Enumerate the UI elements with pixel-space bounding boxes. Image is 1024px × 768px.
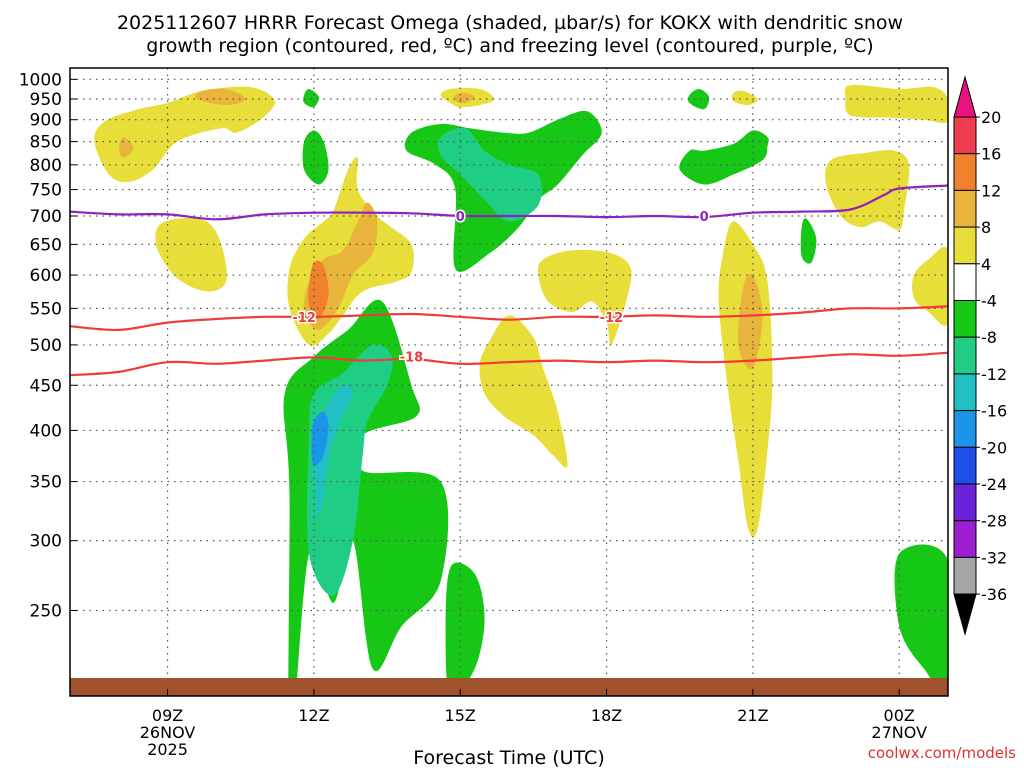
colorbar-label--32: -32 xyxy=(981,548,1007,567)
omega-region--4-5 xyxy=(894,544,948,693)
colorbar-top-triangle xyxy=(953,75,977,118)
y-tick-label-800: 800 xyxy=(30,156,62,176)
y-tick-label-250: 250 xyxy=(30,602,62,622)
x-date-label-26NOV: 26NOV xyxy=(140,723,196,742)
omega-region-4-22 xyxy=(718,221,773,538)
colorbar-segment-7 xyxy=(953,373,977,412)
omega-region-4-13 xyxy=(155,218,227,292)
contour-label-0: 0 xyxy=(456,210,465,225)
contour-label--18: -18 xyxy=(400,351,424,366)
y-tick-label-700: 700 xyxy=(30,207,62,227)
colorbar-label--12: -12 xyxy=(981,365,1007,384)
colorbar-label-16: 16 xyxy=(981,145,1001,164)
colorbar-label-20: 20 xyxy=(981,108,1001,127)
contour-line-0 xyxy=(70,184,948,221)
y-tick-label-600: 600 xyxy=(30,266,62,286)
omega-region-4-26 xyxy=(731,90,758,106)
chart-title-line1: 2025112607 HRRR Forecast Omega (shaded, … xyxy=(117,12,903,34)
colorbar-label--20: -20 xyxy=(981,438,1007,457)
contour-label-extra-0: -12 xyxy=(600,311,624,326)
x-tick-label-00Z: 00Z xyxy=(884,706,915,725)
colorbar-segment-11 xyxy=(953,520,977,558)
y-tick-label-950: 950 xyxy=(30,90,62,110)
y-tick-label-750: 750 xyxy=(30,181,62,201)
colorbar-segment-3 xyxy=(953,226,977,265)
omega-region--4-4 xyxy=(445,562,485,696)
x-year-label-2025: 2025 xyxy=(147,740,188,759)
omega-region-12-19 xyxy=(308,260,329,320)
y-tick-label-450: 450 xyxy=(30,376,62,396)
colorbar-segment-6 xyxy=(953,336,977,375)
x-tick-label-12Z: 12Z xyxy=(298,706,329,725)
omega-region-4-20 xyxy=(479,315,568,468)
colorbar-segment-4 xyxy=(953,263,977,301)
y-tick-label-550: 550 xyxy=(30,299,62,319)
y-tick-label-850: 850 xyxy=(30,133,62,153)
omega-region-4-14 xyxy=(94,86,276,183)
x-tick-label-21Z: 21Z xyxy=(737,706,768,725)
plot-area: -18 -12 0 -12 0 xyxy=(69,67,949,697)
colorbar-label-12: 12 xyxy=(981,181,1001,200)
contour-label--12: -12 xyxy=(292,311,316,326)
contour-line--12 xyxy=(70,305,948,332)
chart-title-line2: growth region (contoured, red, ºC) and f… xyxy=(146,35,873,57)
x-date-label-27NOV: 27NOV xyxy=(871,723,927,742)
colorbar-label--4: -4 xyxy=(981,292,997,311)
y-tick-label-1000: 1000 xyxy=(19,70,62,90)
colorbar-segment-12 xyxy=(953,556,977,595)
colorbar-segment-8 xyxy=(953,410,977,448)
omega-region--4-9 xyxy=(303,88,319,108)
colorbar-segment-0 xyxy=(953,116,977,155)
colorbar-bottom-triangle xyxy=(953,593,977,636)
colorbar-segment-1 xyxy=(953,153,977,191)
colorbar-label--28: -28 xyxy=(981,512,1007,531)
colorbar-label-4: 4 xyxy=(981,255,991,274)
contour-line--18 xyxy=(70,351,948,377)
omega-region-8-15 xyxy=(195,88,246,106)
omega-region-8-25 xyxy=(454,92,475,104)
omega-region--4-11 xyxy=(687,88,710,110)
omega-region-4-21 xyxy=(537,249,632,346)
omega-region--8-7 xyxy=(437,127,542,222)
y-tick-label-400: 400 xyxy=(30,421,62,441)
omega-region--4-8 xyxy=(302,130,329,185)
omega-region-4-29 xyxy=(844,84,948,124)
y-tick-label-300: 300 xyxy=(30,532,62,552)
colorbar-label-8: 8 xyxy=(981,218,991,237)
y-axis-pressure: 2503003504004505005506006507007508008509… xyxy=(19,70,77,622)
x-tick-label-15Z: 15Z xyxy=(445,706,476,725)
ground-surface xyxy=(70,678,948,696)
x-tick-label-09Z: 09Z xyxy=(152,706,183,725)
colorbar-segment-2 xyxy=(953,189,977,228)
contour-label-extra-1: 0 xyxy=(700,210,709,225)
colorbar-label--36: -36 xyxy=(981,585,1007,604)
colorbar-segment-5 xyxy=(953,300,977,338)
y-tick-label-900: 900 xyxy=(30,111,62,131)
omega-region--16-3 xyxy=(311,411,329,466)
credit-text[interactable]: coolwx.com/models xyxy=(868,744,1016,762)
colorbar: 20 16 12 8 4 -4 -8 -12 -16 -20 -24 -28 -32 -36 xyxy=(953,75,1007,636)
omega-region-8-16 xyxy=(118,137,134,158)
y-tick-label-350: 350 xyxy=(30,473,62,493)
colorbar-label--8: -8 xyxy=(981,328,997,347)
colorbar-label--16: -16 xyxy=(981,402,1007,421)
y-tick-label-500: 500 xyxy=(30,336,62,356)
omega-region-4-28 xyxy=(912,246,948,326)
y-tick-label-650: 650 xyxy=(30,235,62,255)
x-axis-label: Forecast Time (UTC) xyxy=(413,747,604,768)
colorbar-label--24: -24 xyxy=(981,475,1007,494)
x-tick-label-18Z: 18Z xyxy=(591,706,622,725)
plot-frame xyxy=(69,67,949,697)
colorbar-segment-10 xyxy=(953,483,977,522)
omega-region--4-12 xyxy=(800,218,817,264)
omega-region--4-10 xyxy=(679,130,769,185)
colorbar-segment-9 xyxy=(953,446,977,485)
omega-region-8-23 xyxy=(737,273,763,370)
